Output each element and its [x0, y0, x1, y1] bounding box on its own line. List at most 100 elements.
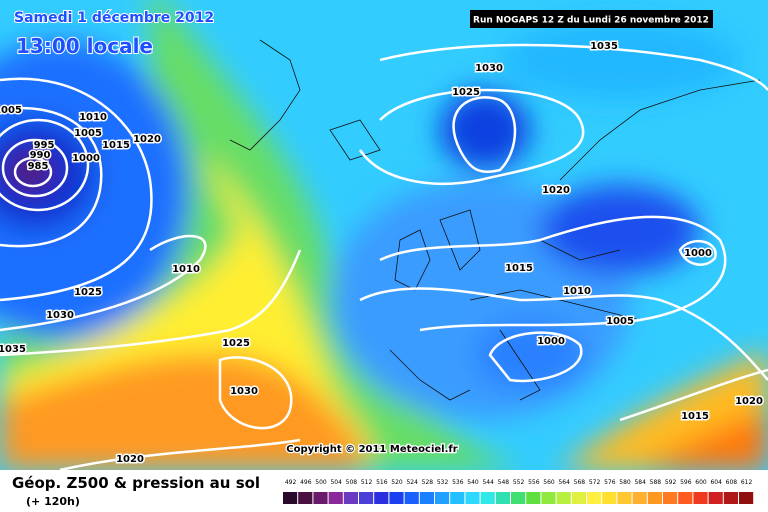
isobar-label: 1020 — [133, 134, 161, 145]
legend-swatch — [708, 492, 723, 504]
legend-label: 556 — [528, 479, 540, 486]
isobar-label: 1030 — [46, 310, 74, 321]
isobar-label: 1000 — [684, 248, 712, 259]
isobar-label: 995 — [34, 140, 55, 151]
legend-label: 596 — [680, 479, 692, 486]
legend-swatch — [678, 492, 693, 504]
isobar-label: 1020 — [542, 185, 570, 196]
forecast-date: Samedi 1 décembre 2012 — [14, 10, 214, 26]
legend-swatch — [450, 492, 465, 504]
coastlines — [229, 39, 761, 401]
legend-label: 532 — [437, 479, 449, 486]
isobar-label: 1015 — [505, 263, 533, 274]
isobar-label: 985 — [28, 161, 49, 172]
isobar-label: 1020 — [735, 396, 763, 407]
field — [0, 0, 768, 470]
isobar-label: 990 — [30, 150, 51, 161]
legend-label: 516 — [376, 479, 388, 486]
legend-label: 592 — [665, 479, 677, 486]
forecast-time: 13:00 locale — [16, 34, 153, 58]
legend-label: 580 — [619, 479, 631, 486]
legend-label: 608 — [726, 479, 738, 486]
legend-swatch — [465, 492, 480, 504]
isobar-label: 1025 — [452, 87, 480, 98]
legend-label: 564 — [558, 479, 570, 486]
isobar-label: 1000 — [537, 336, 565, 347]
isobar-label: 1025 — [74, 287, 102, 298]
legend-swatch — [404, 492, 419, 504]
legend-swatch — [359, 492, 374, 504]
color-legend: 492 496 500 504 508 512 516 520 524 528 532 536 540 5… — [283, 479, 754, 504]
run-box — [470, 10, 713, 28]
legend-label: 560 — [543, 479, 555, 486]
legend-label: 520 — [391, 479, 403, 486]
isobar-label: 1005 — [606, 316, 634, 327]
isobars — [0, 43, 768, 470]
isobar-label: 1035 — [590, 41, 618, 52]
legend-swatch — [541, 492, 556, 504]
isobar-label: 1005 — [0, 105, 22, 116]
legend-label: 508 — [346, 479, 358, 486]
legend-label: 588 — [650, 479, 662, 486]
legend-swatch — [298, 492, 313, 504]
legend-swatch — [435, 492, 450, 504]
legend-label: 600 — [695, 479, 707, 486]
legend-label: 548 — [498, 479, 510, 486]
legend-swatch — [313, 492, 328, 504]
isobar-label: 1000 — [72, 153, 100, 164]
legend-label: 576 — [604, 479, 616, 486]
legend-swatch — [587, 492, 602, 504]
isobar-labels: 1005101010051015102099599098510001010102… — [0, 40, 764, 467]
geopotential-field — [0, 0, 768, 470]
legend-label: 492 — [285, 479, 297, 486]
legend-label: 524 — [406, 479, 418, 486]
legend-swatch — [526, 492, 541, 504]
legend-label: 528 — [422, 479, 434, 486]
legend-label: 552 — [513, 479, 525, 486]
legend-swatch — [328, 492, 343, 504]
footer-title: Géop. Z500 & pression au sol — [12, 474, 260, 492]
legend-swatch — [283, 492, 298, 504]
legend-swatch — [693, 492, 708, 504]
isobar-label: 1015 — [102, 140, 130, 151]
isobar-label: 1025 — [222, 338, 250, 349]
legend-swatch — [480, 492, 495, 504]
legend-swatch — [602, 492, 617, 504]
legend-label: 584 — [634, 479, 646, 486]
legend-label: 536 — [452, 479, 464, 486]
copyright: Copyright © 2011 Meteociel.fr — [286, 444, 457, 455]
legend-swatch — [617, 492, 632, 504]
legend-label: 504 — [330, 479, 342, 486]
isobar-label: 1035 — [0, 344, 26, 355]
legend-swatch — [556, 492, 571, 504]
legend-label: 496 — [300, 479, 312, 486]
isobar-label: 1030 — [230, 386, 258, 397]
legend-swatch — [663, 492, 678, 504]
legend-label: 512 — [361, 479, 373, 486]
legend-swatch — [739, 492, 754, 504]
legend-label: 604 — [710, 479, 722, 486]
legend-label: 572 — [589, 479, 601, 486]
legend-swatch — [511, 492, 526, 504]
legend-swatch — [723, 492, 738, 504]
legend-label: 500 — [315, 479, 327, 486]
run-info: Run NOGAPS 12 Z du Lundi 26 novembre 201… — [473, 16, 709, 26]
legend-label: 540 — [467, 479, 479, 486]
legend-swatch — [571, 492, 586, 504]
footer-subtitle: (+ 120h) — [26, 495, 80, 508]
legend-label: 612 — [741, 479, 753, 486]
isobar-label: 1020 — [116, 454, 144, 465]
legend-swatch — [374, 492, 389, 504]
legend-swatch — [419, 492, 434, 504]
legend-swatch — [495, 492, 510, 504]
isobar-label: 1010 — [172, 264, 200, 275]
legend-label: 568 — [574, 479, 586, 486]
isobar-label: 1010 — [79, 112, 107, 123]
isobar-label: 1005 — [74, 128, 102, 139]
isobar-label: 1030 — [475, 63, 503, 74]
isobar-label: 1015 — [681, 411, 709, 422]
legend-swatch — [343, 492, 358, 504]
isobar-label: 1010 — [563, 286, 591, 297]
